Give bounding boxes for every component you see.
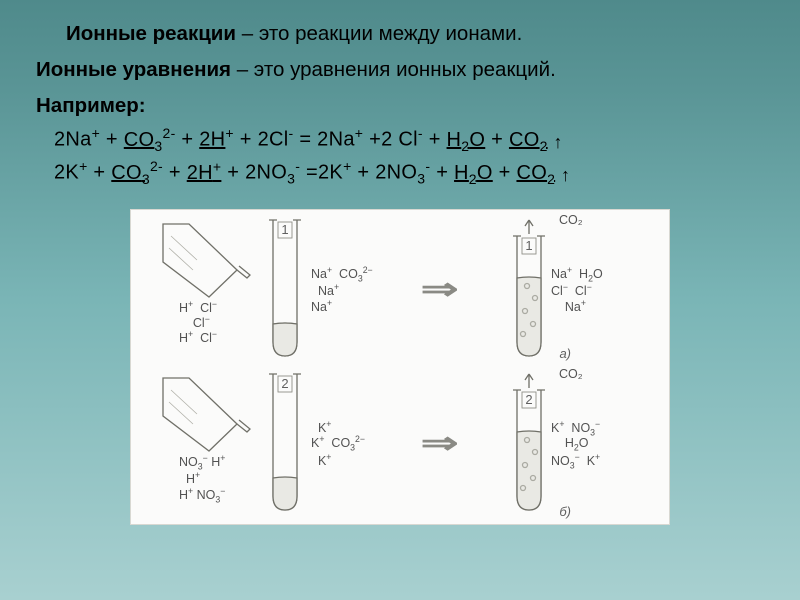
- line-2: Ионные уравнения – это уравнения ионных …: [36, 54, 764, 86]
- diagram-panel: H+ Cl− Cl−H+ Cl− 1 Na+ CO32− Na+Na+ ⇒: [130, 209, 670, 525]
- tube-number-b-right: 2: [525, 392, 532, 407]
- diagram-row-b: NO3− H+ H+H+ NO3− 2 K+K+ CO32− K+ ⇒: [131, 368, 669, 518]
- bottle-icon: [159, 220, 259, 300]
- arrow-a: ⇒: [421, 272, 459, 307]
- arrow-b: ⇒: [421, 426, 459, 461]
- bottle-a: [159, 220, 249, 290]
- ionic-equations-term: Ионные уравнения: [36, 58, 231, 81]
- bottle-ions-a: H+ Cl− Cl−H+ Cl−: [179, 300, 269, 346]
- test-tube-icon: 2: [265, 370, 309, 516]
- ionic-reactions-term: Ионные реакции: [66, 22, 236, 45]
- row-label-b: б): [559, 504, 571, 519]
- test-tube-icon: 1: [265, 216, 309, 362]
- tube-number-a-left: 1: [281, 222, 288, 237]
- diagram-row-a: H+ Cl− Cl−H+ Cl− 1 Na+ CO32− Na+Na+ ⇒: [131, 214, 669, 364]
- slide-content: Ионные реакции – это реакции между ионам…: [0, 0, 800, 525]
- line-1: Ионные реакции – это реакции между ионам…: [36, 18, 764, 50]
- bottle-ions-b: NO3− H+ H+H+ NO3−: [179, 454, 269, 505]
- tube-left-ions-b: K+K+ CO32− K+: [311, 420, 391, 468]
- tube-right-ions-b: K+ NO3− H2ONO3− K+: [551, 420, 651, 471]
- tube-left-b: 2: [265, 370, 309, 521]
- ionic-reactions-def: – это реакции между ионами.: [236, 22, 522, 45]
- tube-number-b-left: 2: [281, 376, 288, 391]
- ionic-equations-def: – это уравнения ионных реакций.: [231, 58, 556, 81]
- tube-right-ions-a: Na+ H2OCl− Cl− Na+: [551, 266, 651, 314]
- co2-label-b: CO₂: [559, 368, 609, 381]
- equation-1: 2Na+ + CO32- + 2H+ + 2Cl- = 2Na+ +2 Cl- …: [54, 125, 764, 154]
- equation-2: 2K+ + CO32- + 2H+ + 2NO3- =2K+ + 2NO3- +…: [54, 158, 764, 187]
- bottle-icon: [159, 374, 259, 454]
- tube-left-ions-a: Na+ CO32− Na+Na+: [311, 266, 391, 314]
- bottle-b: [159, 374, 249, 444]
- tube-left-a: 1: [265, 216, 309, 367]
- example-label: Например:: [36, 90, 764, 122]
- co2-label-a: CO₂: [559, 214, 609, 227]
- row-label-a: а): [559, 346, 571, 361]
- tube-number-a-right: 1: [525, 238, 532, 253]
